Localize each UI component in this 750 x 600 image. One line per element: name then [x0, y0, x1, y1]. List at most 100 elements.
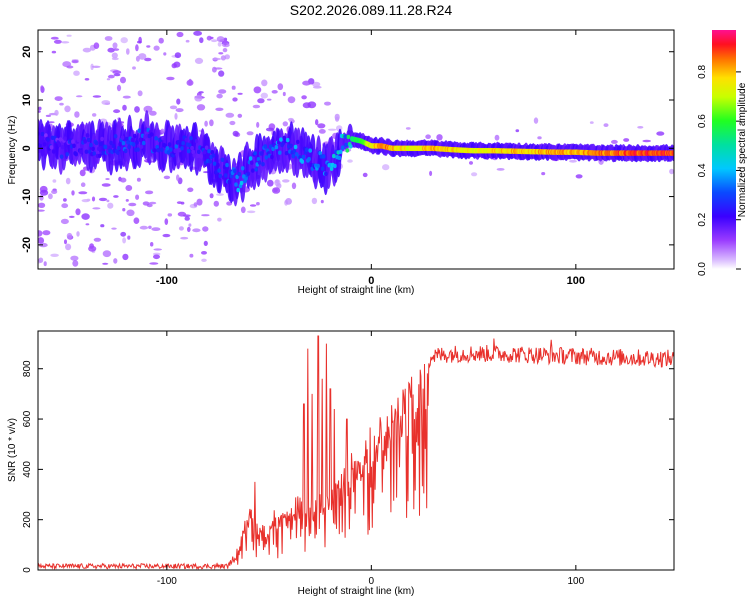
heatmap-noise-blob	[113, 48, 120, 51]
heatmap-noise-blob	[74, 111, 80, 118]
heatmap-noise-blob	[135, 44, 139, 52]
heatmap-noise-blob	[71, 190, 75, 196]
heatmap-ridge-core	[305, 147, 309, 152]
heatmap-noise-blob	[212, 57, 222, 61]
heatmap-noise-blob	[429, 170, 433, 176]
heatmap-noise-blob	[575, 174, 583, 179]
heatmap-ridge-core	[186, 149, 191, 154]
heatmap-noise-blob	[122, 95, 131, 99]
heatmap-ridge-core	[237, 171, 242, 177]
heatmap-noise-blob	[285, 198, 292, 205]
heatmap-noise-blob	[515, 129, 520, 133]
heatmap-ridge-core	[197, 149, 201, 154]
heatmap-ridge-core	[38, 148, 41, 153]
heatmap-noise-blob	[38, 257, 44, 263]
heatmap-noise-blob	[93, 237, 102, 242]
heatmap-ridge-core	[91, 146, 95, 151]
heatmap-noise-blob	[128, 202, 137, 207]
heatmap-ridge-core	[346, 134, 351, 140]
heatmap-noise-blob	[99, 118, 108, 124]
heatmap-noise-blob	[148, 225, 152, 229]
heatmap-noise-blob	[82, 47, 92, 53]
heatmap-noise-blob	[211, 39, 218, 43]
heatmap-noise-blob	[302, 102, 311, 109]
heatmap-noise-blob	[133, 217, 140, 224]
heatmap-ridge-core	[343, 134, 347, 139]
heatmap-ridge-core	[251, 168, 255, 173]
heatmap-ridge-core	[296, 139, 300, 145]
heatmap-ridge-core	[42, 142, 47, 147]
heatmap-noise-blob	[60, 218, 69, 225]
heatmap-ridge-core	[136, 147, 140, 152]
heatmap-ridge-core	[207, 149, 211, 154]
heatmap-ridge-core	[246, 171, 251, 176]
heatmap-noise-blob	[91, 65, 101, 69]
heatmap-ridge-core	[159, 147, 164, 152]
heatmap-noise-blob	[176, 201, 183, 205]
heatmap-ridge-core	[64, 143, 68, 148]
heatmap-noise-blob	[79, 169, 86, 177]
heatmap-noise-blob	[198, 91, 204, 94]
heatmap-noise-blob	[66, 34, 72, 37]
heatmap-noise-blob	[541, 172, 546, 176]
heatmap-ridge-core	[224, 173, 228, 178]
heatmap-ridge-core	[141, 140, 146, 146]
colorbar-ticks	[736, 71, 741, 270]
heatmap-noise-blob	[202, 226, 209, 232]
heatmap-noise-blob	[112, 70, 122, 75]
heatmap-ridge-core	[332, 153, 336, 159]
heatmap-ridge-core	[96, 146, 101, 151]
heatmap-noise-blob	[158, 37, 164, 44]
heatmap-noise-blob	[38, 106, 42, 111]
heatmap-noise-blob	[142, 201, 150, 206]
heatmap-ridge-core	[274, 145, 279, 150]
heatmap-ridge-core	[181, 141, 185, 146]
spectrogram-ytick-label-1: -10	[21, 189, 33, 205]
heatmap-noise-blob	[347, 159, 353, 163]
heatmap-noise-blob	[253, 86, 262, 94]
heatmap-noise-blob	[229, 120, 236, 126]
heatmap-noise-blob	[260, 92, 268, 99]
heatmap-noise-blob	[100, 224, 105, 228]
heatmap-noise-blob	[217, 41, 222, 47]
heatmap-ridge-core	[195, 153, 200, 159]
heatmap-ridge-core	[249, 160, 254, 165]
heatmap-noise-blob	[533, 117, 539, 124]
heatmap-noise-blob	[218, 89, 227, 94]
heatmap-ridge-core	[116, 150, 120, 155]
heatmap-noise-blob	[656, 131, 665, 136]
heatmap-ridge-core	[271, 146, 275, 152]
heatmap-ridge-core	[132, 133, 137, 139]
heatmap-noise-blob	[174, 52, 182, 59]
heatmap-ridge-core	[229, 174, 234, 179]
heatmap-ridge-core	[208, 159, 212, 164]
heatmap-noise-blob	[162, 233, 171, 238]
spectrogram-frame	[37, 29, 675, 270]
heatmap-noise-blob	[92, 113, 97, 117]
heatmap-noise-blob	[48, 193, 53, 200]
heatmap-noise-blob	[66, 232, 73, 240]
heatmap-noise-blob	[196, 104, 206, 111]
heatmap-noise-blob	[176, 31, 184, 38]
snr-xtick-label-1: 0	[369, 576, 375, 587]
colorbar-tick-label-0: 0.0	[697, 262, 708, 276]
heatmap-noise-blob	[122, 208, 126, 212]
heatmap-ridge-core	[329, 166, 334, 171]
heatmap-noise-blob	[113, 195, 119, 198]
heatmap-noise-blob	[139, 225, 149, 230]
heatmap-ridge-core	[85, 133, 90, 138]
heatmap-noise-blob	[187, 187, 194, 193]
heatmap-noise-blob	[287, 96, 296, 104]
heatmap-noise-blob	[276, 183, 282, 189]
heatmap-ridge-core	[166, 150, 171, 155]
heatmap-noise-blob	[187, 226, 191, 232]
heatmap-ridge-core	[80, 143, 84, 149]
heatmap-noise-blob	[246, 131, 254, 136]
heatmap-noise-blob	[209, 119, 214, 127]
heatmap-noise-blob	[537, 136, 542, 140]
heatmap-noise-blob	[218, 70, 225, 77]
heatmap-noise-blob	[206, 35, 212, 41]
heatmap-noise-blob	[494, 134, 500, 141]
heatmap-ridge-core	[63, 136, 67, 141]
heatmap-noise-blob	[188, 223, 192, 227]
